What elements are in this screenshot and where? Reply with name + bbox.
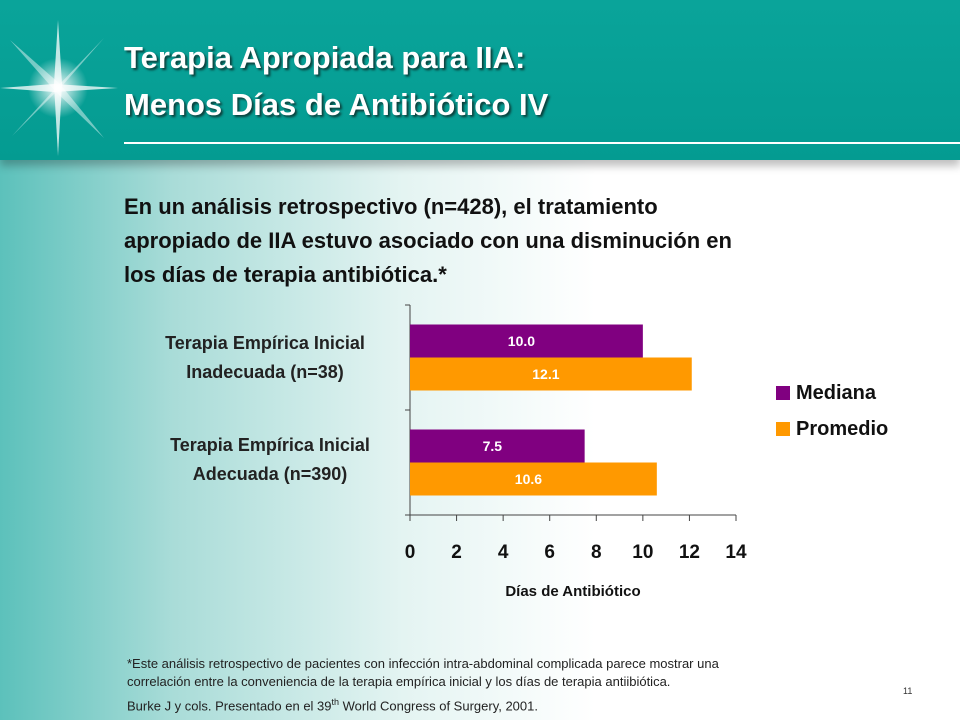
x-tick-label: 2	[451, 542, 462, 563]
category-label-line: Adecuada (n=390)	[192, 464, 348, 484]
reference-text-end: World Congress of Surgery, 2001.	[339, 698, 538, 714]
bar-value-label: 10.0	[508, 333, 535, 349]
bar-value-label: 12.1	[532, 366, 559, 382]
intro-line: apropiado de IIA estuvo asociado con una…	[124, 228, 732, 253]
x-tick-label: 10	[632, 542, 653, 563]
x-tick-label: 14	[725, 542, 747, 563]
category-label-line: Inadecuada (n=38)	[186, 362, 344, 382]
x-tick-label: 4	[498, 542, 509, 563]
reference-text: Burke J y cols. Presentado en el 39	[127, 698, 332, 714]
page-number: 11	[903, 686, 913, 696]
legend-label: Promedio	[796, 418, 889, 440]
bar-promedio-1	[410, 462, 657, 496]
intro-line: En un análisis retrospectivo (n=428), el…	[124, 194, 658, 219]
intro-text: En un análisis retrospectivo (n=428), el…	[124, 190, 884, 292]
x-tick-label: 8	[591, 542, 602, 563]
x-tick-label: 12	[679, 542, 700, 563]
legend-swatch-mediana	[776, 386, 790, 400]
intro-line: los días de terapia antibiótica.*	[124, 262, 447, 287]
slide-title-line-1: Terapia Apropiada para IIA:	[124, 40, 526, 75]
legend-label: Mediana	[796, 382, 877, 404]
reference-superscript: th	[331, 697, 340, 707]
bar-mediana-1	[410, 429, 585, 463]
bar-promedio-0	[410, 357, 692, 391]
category-label-inadecuada: Terapia Empírica Inicial Inadecuada (n=3…	[115, 329, 415, 387]
legend-item-promedio: Promedio	[776, 418, 888, 441]
bar-mediana-0	[410, 324, 643, 358]
footnote-line: *Este análisis retrospectivo de paciente…	[127, 656, 719, 671]
category-label-line: Terapia Empírica Inicial	[165, 333, 365, 353]
bar-value-label: 10.6	[515, 471, 542, 487]
legend-swatch-promedio	[776, 422, 790, 436]
sparkle-icon	[0, 20, 118, 156]
bar-value-label: 7.5	[483, 438, 503, 454]
x-axis-label: Días de Antibiótico	[505, 583, 640, 600]
reference-citation: Burke J y cols. Presentado en el 39th Wo…	[127, 697, 538, 713]
x-tick-label: 6	[544, 542, 555, 563]
slide-title-line-2: Menos Días de Antibiótico IV	[124, 87, 549, 122]
category-label-line: Terapia Empírica Inicial	[170, 435, 370, 455]
category-label-adecuada: Terapia Empírica Inicial Adecuada (n=390…	[120, 431, 420, 489]
footnote: *Este análisis retrospectivo de paciente…	[127, 655, 907, 691]
title-banner: Terapia Apropiada para IIA: Menos Días d…	[0, 0, 960, 160]
legend-item-mediana: Mediana	[776, 382, 876, 405]
footnote-line: correlación entre la conveniencia de la …	[127, 674, 671, 689]
x-tick-label: 0	[405, 542, 416, 563]
title-underline	[124, 142, 960, 144]
